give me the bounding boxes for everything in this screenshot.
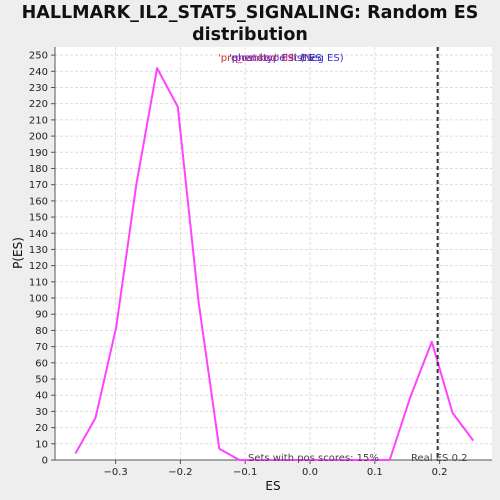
y-tick-label: 120 (29, 261, 48, 272)
y-tick-label: 70 (35, 342, 48, 353)
y-tick-label: 190 (29, 148, 48, 159)
pos-scores-annotation: Sets with pos scores: 15% (248, 453, 379, 464)
series-layer (74, 67, 475, 461)
y-tick-label: 230 (29, 83, 48, 94)
x-tick-label: 0.1 (367, 467, 383, 478)
real-es-annotation: Real ES 0.2 (411, 453, 467, 464)
y-tick-label: 180 (29, 164, 48, 175)
y-tick-label: 20 (35, 423, 48, 434)
y-tick-label: 250 (29, 51, 48, 62)
legend-entry-post-hoc: post-hoc ES (235, 53, 294, 64)
chart-title-line-1: HALLMARK_IL2_STAT5_SIGNALING: Random ES (21, 3, 479, 23)
y-tick-label: 30 (35, 407, 48, 418)
grid-lines (55, 47, 492, 461)
x-tick-label: 0.2 (432, 467, 448, 478)
y-tick-label: 240 (29, 67, 48, 78)
x-tick-label: 0.0 (302, 467, 318, 478)
y-tick-label: 10 (35, 439, 48, 450)
y-tick-label: 50 (35, 375, 48, 386)
x-tick-label: −0.2 (168, 467, 192, 478)
legend-entry-phenotype: 'phenotype' list ES (229, 53, 322, 64)
y-tick-label: 80 (35, 326, 48, 337)
y-tick-label: 200 (29, 132, 48, 143)
y-axis-title: P(ES) (11, 237, 25, 269)
y-tick-label: 160 (29, 196, 48, 207)
x-axis-title: ES (265, 479, 280, 493)
y-tick-label: 60 (35, 358, 48, 369)
y-tick-label: 220 (29, 99, 48, 110)
y-tick-label: 110 (29, 277, 48, 288)
axes: 0 10 20 30 40 50 60 70 80 90 100 110 120 130 140 150 160… (29, 47, 492, 478)
plot-background (55, 47, 492, 460)
legend: 'pre_ranked' list ES 'phenotype' list ES… (218, 53, 344, 64)
y-tick-label: 100 (29, 294, 48, 305)
series-line (74, 67, 475, 461)
x-tick-label: −0.1 (233, 467, 257, 478)
legend-entry-pre-ranked: 'pre_ranked' list ES (218, 53, 313, 64)
y-tick-label: 210 (29, 115, 48, 126)
legend-entry-neg-es: (Neg ES) (300, 53, 344, 64)
y-tick-label: 170 (29, 180, 48, 191)
x-tick-label: −0.3 (103, 467, 127, 478)
y-tick-label: 40 (35, 391, 48, 402)
y-tick-label: 150 (29, 213, 48, 224)
y-tick-label: 0 (42, 456, 48, 467)
chart-title-line-2: distribution (192, 25, 308, 45)
y-tick-label: 130 (29, 245, 48, 256)
y-tick-label: 90 (35, 310, 48, 321)
y-tick-label: 140 (29, 229, 48, 240)
chart-title: HALLMARK_IL2_STAT5_SIGNALING: Random ES … (0, 2, 500, 46)
